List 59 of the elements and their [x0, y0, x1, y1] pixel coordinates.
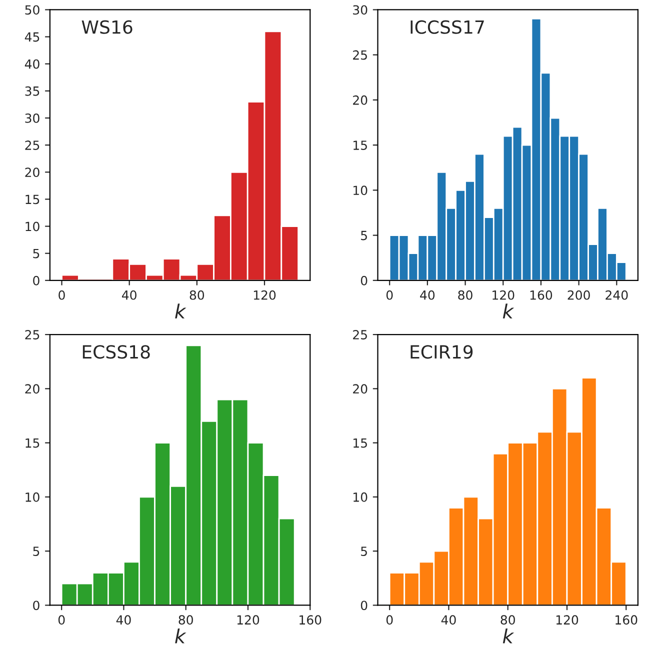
chart-title: ICCSS17: [410, 20, 484, 34]
y-tick-label: 25: [353, 50, 367, 60]
y-tick-label: 25: [25, 330, 40, 340]
x-tick-label: 40: [116, 615, 131, 625]
y-tick-label: 5: [33, 546, 40, 556]
x-tick-label: 80: [500, 615, 515, 625]
y-tick-label: 25: [353, 330, 367, 340]
x-tick-label: 40: [420, 290, 435, 300]
y-tick-label: 40: [24, 59, 40, 69]
y-tick-label: 30: [353, 5, 368, 15]
y-tick-label: 5: [33, 248, 40, 258]
y-tick-label: 20: [25, 384, 40, 394]
y-tick-label: 20: [353, 384, 368, 394]
chart-title: ECIR19: [410, 345, 473, 359]
chart-title: ECSS18: [82, 345, 150, 359]
chart-title: WS16: [82, 20, 132, 34]
y-tick-label: 15: [26, 438, 40, 448]
x-tick-label: 160: [300, 615, 322, 625]
y-tick-label: 0: [33, 276, 40, 286]
x-tick-label: 160: [530, 290, 552, 300]
x-tick-label: 0: [58, 290, 65, 300]
x-tick-label: 120: [237, 615, 260, 625]
x-tick-label: 0: [386, 615, 393, 625]
x-tick-label: 80: [458, 290, 472, 300]
y-tick-label: 50: [25, 5, 40, 15]
x-tick-label: 120: [492, 290, 514, 300]
y-tick-label: 20: [353, 95, 368, 105]
y-tick-label: 15: [26, 194, 40, 204]
x-tick-label: 120: [556, 615, 578, 625]
y-tick-label: 10: [26, 492, 40, 502]
x-tick-label: 160: [616, 615, 638, 625]
y-tick-label: 5: [361, 546, 367, 556]
x-axis-title: k: [175, 304, 186, 318]
y-tick-label: 0: [360, 276, 368, 286]
y-tick-label: 25: [25, 140, 40, 150]
x-tick-label: 120: [254, 290, 276, 300]
y-tick-label: 15: [354, 140, 367, 150]
x-axis-title: k: [502, 304, 514, 318]
x-axis-title: k: [502, 628, 514, 644]
y-tick-label: 0: [33, 600, 40, 610]
y-tick-label: 35: [25, 86, 40, 96]
y-tick-label: 10: [354, 492, 368, 502]
x-tick-label: 80: [190, 290, 204, 300]
x-tick-label: 40: [122, 290, 136, 300]
x-tick-label: 80: [178, 615, 193, 625]
x-tick-label: 240: [606, 290, 628, 300]
y-tick-label: 15: [354, 438, 367, 448]
y-tick-label: 5: [361, 230, 367, 240]
x-tick-label: 0: [386, 290, 393, 300]
x-tick-label: 0: [58, 615, 65, 625]
y-tick-label: 10: [354, 186, 368, 196]
x-tick-label: 200: [568, 290, 590, 300]
x-axis-title: k: [175, 628, 186, 644]
y-tick-label: 0: [360, 600, 368, 610]
x-tick-label: 40: [441, 615, 456, 625]
y-tick-label: 30: [25, 113, 40, 123]
y-tick-label: 45: [24, 32, 40, 42]
y-tick-label: 20: [25, 168, 40, 178]
y-tick-label: 10: [26, 222, 40, 232]
